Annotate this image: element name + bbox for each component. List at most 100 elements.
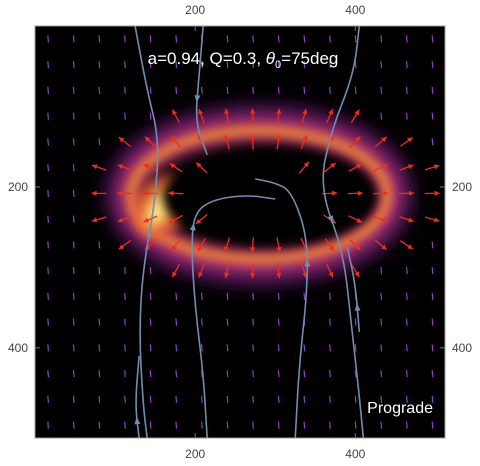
field-arrow: [329, 61, 331, 69]
field-arrow: [47, 267, 50, 275]
y-tick-label-left: 200: [8, 180, 28, 194]
field-arrow: [47, 86, 50, 94]
field-arrow: [431, 395, 434, 403]
field-arrow: [124, 112, 126, 120]
field-arrow: [431, 241, 434, 249]
field-arrow: [171, 109, 181, 124]
field-arrow: [47, 292, 50, 300]
field-arrow: [405, 112, 408, 120]
vector-field: [47, 35, 440, 429]
field-arrow: [277, 421, 280, 429]
field-arrow: [175, 86, 178, 94]
field-arrow: [72, 86, 75, 94]
streamline-arrowhead: [327, 215, 334, 223]
field-arrow: [98, 344, 101, 352]
field-arrow: [380, 86, 383, 94]
field-arrow: [98, 112, 101, 120]
field-arrow: [424, 216, 440, 223]
streamline: [322, 26, 365, 438]
field-arrow: [303, 421, 306, 429]
field-arrow: [224, 263, 230, 279]
field-arrow: [200, 370, 203, 378]
title-theta-symbol: θ: [266, 49, 276, 68]
field-arrow: [329, 292, 331, 300]
field-arrow: [226, 35, 229, 43]
field-arrow: [380, 61, 383, 69]
field-arrow: [143, 163, 158, 172]
field-arrow: [399, 164, 414, 171]
field-arrow: [72, 215, 75, 223]
field-arrow: [149, 370, 152, 378]
field-arrow: [373, 215, 389, 223]
field-arrow: [405, 344, 408, 352]
streamline: [191, 195, 276, 438]
field-arrow: [149, 86, 152, 94]
field-arrow: [117, 215, 132, 223]
field-arrow: [124, 61, 126, 69]
field-arrow: [277, 61, 280, 69]
field-arrow: [175, 292, 178, 300]
field-arrow: [98, 61, 101, 69]
field-arrow: [200, 61, 203, 69]
field-arrow: [277, 344, 280, 352]
field-arrow: [200, 86, 203, 94]
title-suffix: =75deg: [281, 49, 338, 68]
field-arrow: [224, 108, 230, 124]
field-arrow: [252, 344, 255, 352]
field-arrow: [149, 61, 152, 69]
field-arrow: [118, 239, 132, 250]
x-tick-label-top: 200: [185, 3, 205, 17]
field-arrow: [431, 318, 434, 326]
field-arrow: [354, 395, 357, 403]
field-arrow: [175, 370, 178, 378]
field-arrow: [72, 267, 75, 275]
field-arrow: [91, 216, 107, 223]
field-arrow: [329, 370, 331, 378]
field-arrow: [149, 344, 152, 352]
field-arrow: [329, 344, 331, 352]
field-arrow: [149, 318, 152, 326]
field-arrow: [72, 189, 75, 197]
field-arrow: [380, 370, 383, 378]
field-arrow: [252, 395, 255, 403]
field-arrow: [98, 138, 101, 146]
streamline-arrowhead: [354, 303, 361, 311]
field-arrow: [175, 395, 178, 403]
field-arrow: [329, 35, 331, 43]
field-arrow: [347, 190, 363, 196]
field-arrow: [72, 344, 75, 352]
y-tick-label-left: 400: [8, 341, 28, 355]
field-arrow: [226, 86, 229, 94]
field-arrow: [405, 86, 408, 94]
field-arrow: [399, 240, 414, 250]
field-arrow: [124, 86, 126, 94]
field-arrow: [223, 237, 231, 253]
field-arrow: [380, 112, 383, 120]
field-arrow: [354, 35, 357, 43]
field-arrow: [277, 86, 280, 94]
title-subscript: 0: [275, 59, 281, 71]
prograde-label: Prograde: [367, 400, 433, 417]
field-arrow: [223, 134, 230, 150]
field-arrow: [197, 238, 206, 252]
field-arrow: [175, 421, 178, 429]
field-arrow: [72, 292, 75, 300]
field-arrow: [118, 136, 131, 148]
field-arrow: [226, 370, 229, 378]
field-arrow: [47, 189, 50, 197]
field-arrow: [405, 61, 408, 69]
field-arrow: [124, 421, 126, 429]
field-arrow: [149, 267, 152, 275]
field-arrow: [175, 35, 178, 43]
axis-ticks: 200 200 400 400 200 200 400 400: [8, 3, 472, 461]
field-arrow: [277, 292, 280, 300]
field-arrow: [431, 344, 434, 352]
field-arrow: [303, 61, 306, 69]
field-arrow: [198, 108, 205, 124]
field-arrow: [124, 344, 126, 352]
field-arrow: [405, 395, 408, 403]
streamline: [195, 26, 208, 156]
field-arrow: [47, 112, 50, 120]
field-arrow: [169, 214, 183, 224]
field-arrow: [277, 318, 280, 326]
